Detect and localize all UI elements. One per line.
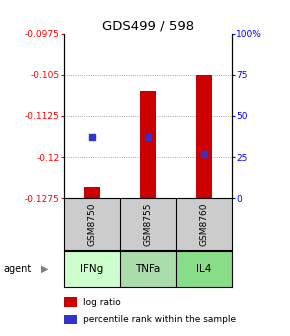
- Text: GSM8760: GSM8760: [200, 203, 209, 246]
- Text: ▶: ▶: [41, 264, 49, 274]
- Bar: [64, 251, 120, 287]
- Text: IL4: IL4: [196, 264, 212, 274]
- Bar: [140, 91, 156, 198]
- Bar: [64, 198, 120, 250]
- Title: GDS499 / 598: GDS499 / 598: [102, 19, 194, 33]
- Text: TNFa: TNFa: [135, 264, 161, 274]
- Bar: [64, 315, 77, 324]
- Text: agent: agent: [3, 264, 31, 274]
- Text: GSM8750: GSM8750: [87, 203, 96, 246]
- Text: log ratio: log ratio: [83, 298, 121, 306]
- Bar: [120, 251, 176, 287]
- Text: IFNg: IFNg: [80, 264, 104, 274]
- Bar: [120, 198, 176, 250]
- Text: percentile rank within the sample: percentile rank within the sample: [83, 315, 236, 324]
- Bar: [176, 251, 232, 287]
- Bar: [176, 198, 232, 250]
- Bar: [84, 187, 100, 198]
- Bar: [196, 75, 212, 198]
- Bar: [64, 297, 77, 307]
- Text: GSM8755: GSM8755: [143, 203, 153, 246]
